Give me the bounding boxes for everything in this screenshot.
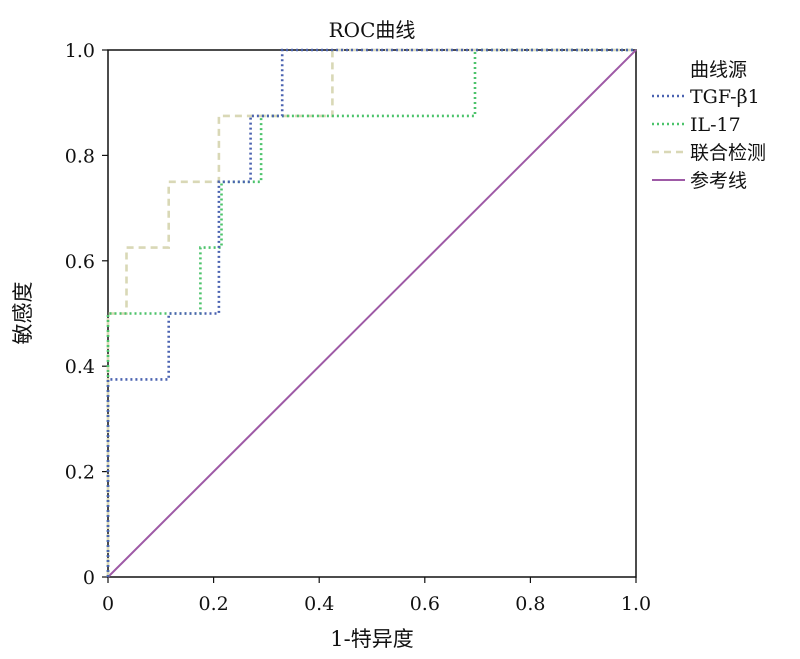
y-axis-title: 敏感度 xyxy=(11,282,35,345)
chart-title: ROC曲线 xyxy=(329,18,416,42)
y-axis: 0 0.2 0.4 0.6 0.8 1.0 xyxy=(65,40,108,589)
y-tick-label: 0 xyxy=(83,567,95,589)
y-tick-label: 1.0 xyxy=(65,40,95,62)
x-tick-label: 0 xyxy=(102,593,114,615)
legend-label: 联合检测 xyxy=(690,142,766,164)
y-tick-label: 0.6 xyxy=(65,251,95,273)
series-layer xyxy=(106,48,637,578)
legend-label: 参考线 xyxy=(690,170,747,192)
series-line-3 xyxy=(107,49,637,578)
legend-label: TGF-β1 xyxy=(690,86,760,108)
x-tick-label: 0.8 xyxy=(515,593,545,615)
legend-label: IL-17 xyxy=(690,114,741,136)
x-axis: 0 0.2 0.4 0.6 0.8 1.0 xyxy=(102,577,651,615)
y-tick-label: 0.4 xyxy=(65,356,95,378)
x-tick-label: 0.6 xyxy=(410,593,440,615)
series-line-0 xyxy=(106,48,636,577)
y-tick-label: 0.8 xyxy=(65,145,95,167)
x-tick-label: 0.4 xyxy=(304,593,334,615)
legend-title: 曲线源 xyxy=(690,59,747,81)
x-axis-title: 1-特异度 xyxy=(330,627,413,651)
x-tick-label: 1.0 xyxy=(621,593,651,615)
y-tick-label: 0.2 xyxy=(65,462,95,484)
x-tick-label: 0.2 xyxy=(198,593,228,615)
